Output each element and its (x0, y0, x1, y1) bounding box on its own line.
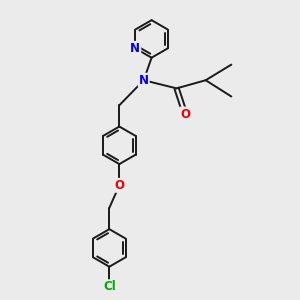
Text: O: O (114, 179, 124, 192)
Text: Cl: Cl (103, 280, 116, 293)
Text: N: N (139, 74, 149, 87)
Text: N: N (130, 42, 140, 55)
Text: O: O (180, 107, 190, 121)
